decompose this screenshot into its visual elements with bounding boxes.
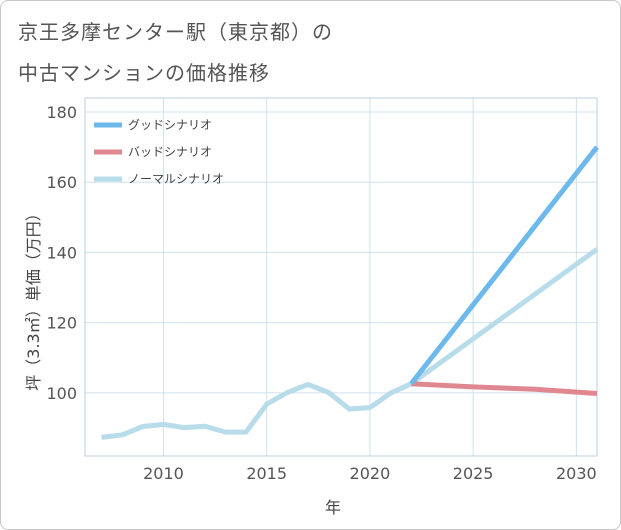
chart-title-line-1: 京王多摩センター駅（東京都）の xyxy=(18,20,333,44)
x-tick-label: 2025 xyxy=(453,464,494,483)
x-tick-label: 2010 xyxy=(143,464,184,483)
plot-area-border xyxy=(84,97,598,457)
legend-label-2: ノーマルシナリオ xyxy=(128,172,224,186)
y-tick-label: 140 xyxy=(46,243,77,262)
y-tick-label: 160 xyxy=(46,173,77,192)
y-tick-label: 100 xyxy=(46,384,77,403)
series-line-1 xyxy=(411,381,598,396)
x-tick-label: 2030 xyxy=(556,464,597,483)
legend-label-0: グッドシナリオ xyxy=(128,118,212,132)
y-tick-label: 180 xyxy=(46,103,77,122)
y-tick-label: 120 xyxy=(46,314,77,333)
axes xyxy=(84,97,598,457)
series-line-2 xyxy=(101,247,599,440)
y-axis-label: 坪（3.3㎡）単価（万円） xyxy=(24,205,43,390)
x-tick-label: 2015 xyxy=(246,464,287,483)
series-line-0 xyxy=(409,145,599,386)
x-tick-label: 2020 xyxy=(350,464,391,483)
x-axis-label: 年 xyxy=(325,498,341,517)
series-group xyxy=(101,145,599,440)
legend-label-1: バッドシナリオ xyxy=(128,145,212,159)
tick-labels: 2010 2015 2020 2025 2030 100 120 140 160 180 xyxy=(46,103,596,483)
chart-title-line-2: 中古マンションの価格推移 xyxy=(18,61,270,85)
